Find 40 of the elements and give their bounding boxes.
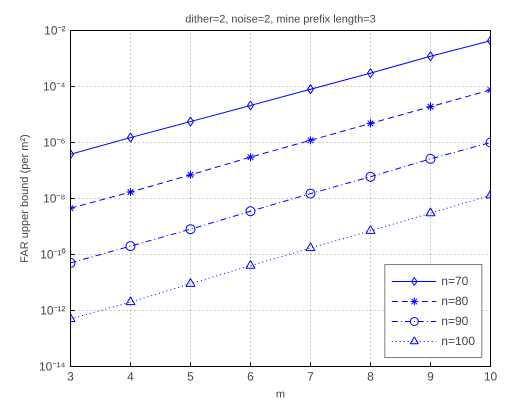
point	[306, 188, 316, 199]
y-tick-label: 10⁻⁶	[43, 136, 66, 150]
point	[426, 102, 435, 112]
y-tick-label: 10⁻¹⁰	[40, 248, 66, 262]
chart-title: dither=2, noise=2, mine prefix length=3	[185, 14, 376, 26]
x-tick-label: 9	[427, 370, 434, 384]
x-axis-title: m	[276, 388, 286, 400]
point	[366, 118, 375, 128]
point	[126, 241, 136, 252]
y-tick-label: 10⁻¹²	[40, 304, 66, 318]
point	[246, 206, 256, 216]
x-tick-label: 7	[307, 370, 314, 384]
x-tick-label: 10	[484, 370, 498, 384]
y-tick-label: 10⁻¹⁴	[39, 360, 66, 374]
point	[366, 225, 376, 234]
y-axis-title: FAR upper bound (per m²)	[19, 134, 31, 263]
point	[186, 278, 196, 287]
y-tick-label: 10⁻²	[44, 24, 66, 38]
x-tick-label: 4	[127, 370, 134, 384]
legend-label: n=70	[441, 274, 468, 288]
x-tick-label: 6	[247, 370, 254, 384]
point	[126, 188, 135, 197]
x-tick-label: 3	[67, 370, 74, 384]
point	[186, 170, 195, 180]
point	[306, 242, 316, 252]
point	[126, 296, 136, 306]
x-tick-label: 5	[187, 370, 194, 384]
point	[186, 224, 196, 234]
point	[426, 207, 436, 216]
point	[246, 152, 255, 162]
point	[246, 260, 256, 269]
legend-label: n=80	[441, 294, 468, 308]
point	[426, 154, 436, 164]
point	[306, 136, 315, 145]
y-tick-label: 10⁻⁴	[42, 80, 66, 94]
y-tick-label: 10⁻⁸	[43, 192, 66, 206]
x-tick-label: 8	[367, 370, 374, 384]
legend-label: n=100	[441, 334, 475, 348]
legend-label: n=90	[441, 314, 468, 328]
point	[366, 172, 376, 182]
